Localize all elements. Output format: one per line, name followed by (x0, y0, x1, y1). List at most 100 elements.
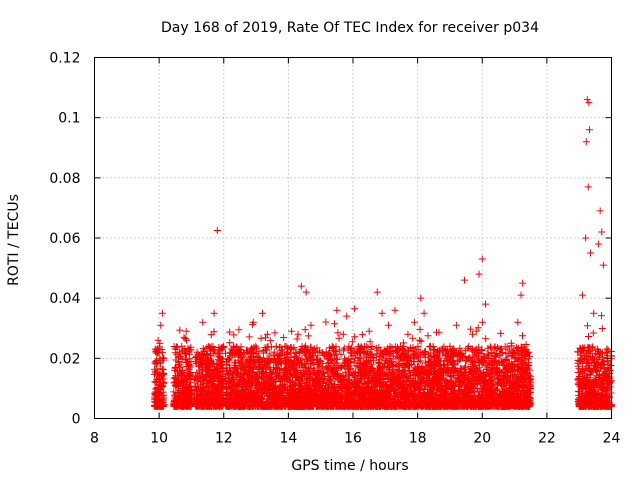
data-point (249, 348, 257, 356)
data-point (417, 294, 425, 302)
data-point (385, 321, 393, 329)
data-point (320, 369, 328, 377)
data-point (452, 321, 460, 329)
data-point (326, 351, 334, 359)
data-point (519, 279, 527, 287)
data-point (154, 369, 162, 377)
x-tick-label: 22 (538, 431, 556, 447)
data-point (404, 330, 412, 338)
data-point (271, 357, 279, 365)
data-point (259, 309, 267, 317)
data-point (297, 282, 305, 290)
data-point (481, 300, 489, 308)
data-point (313, 360, 321, 368)
x-tick-label: 20 (473, 431, 491, 447)
data-point (339, 330, 347, 338)
data-point (586, 126, 594, 134)
data-point (584, 183, 592, 191)
data-point (157, 321, 165, 329)
data-point (281, 342, 289, 350)
data-point (578, 291, 586, 299)
data-point (365, 327, 373, 335)
data-series-roti (152, 96, 614, 398)
data-point (598, 228, 606, 236)
data-point (523, 369, 531, 377)
data-point (373, 288, 381, 296)
data-point (582, 138, 590, 146)
data-point (239, 360, 247, 368)
data-point (183, 336, 191, 344)
x-tick-label: 16 (344, 431, 362, 447)
data-point (596, 207, 604, 215)
x-axis-label: GPS time / hours (291, 458, 408, 474)
x-tick-label: 12 (215, 431, 233, 447)
data-point (302, 288, 310, 296)
data-point (391, 306, 399, 314)
data-point (171, 381, 179, 389)
data-point (194, 372, 202, 380)
data-point (333, 306, 341, 314)
data-point (178, 342, 186, 350)
data-point (601, 348, 609, 356)
data-point (599, 261, 607, 269)
y-tick-label: 0.04 (49, 291, 80, 307)
data-point (517, 291, 525, 299)
y-tick-label: 0.06 (49, 231, 80, 247)
data-point (346, 357, 354, 365)
data-cloud-markers (150, 312, 615, 410)
data-point (213, 226, 221, 234)
data-point (217, 375, 225, 383)
data-point (488, 348, 496, 356)
data-point (152, 390, 160, 398)
data-point (186, 387, 194, 395)
data-point (218, 357, 226, 365)
data-point (155, 348, 163, 356)
data-point (604, 360, 612, 368)
data-point (263, 330, 271, 338)
x-tick-label: 18 (409, 431, 427, 447)
data-point (575, 378, 583, 386)
data-point (590, 309, 598, 317)
y-tick-label: 0.12 (49, 51, 80, 67)
data-point (307, 321, 315, 329)
data-point (397, 351, 405, 359)
data-point (160, 378, 168, 386)
y-tick-label: 0.1 (58, 111, 80, 127)
chart-title: Day 168 of 2019, Rate Of TEC Index for r… (161, 20, 539, 36)
grid (94, 57, 612, 419)
data-point (294, 330, 302, 338)
y-tick-label: 0.02 (49, 351, 80, 367)
data-point (586, 249, 594, 257)
data-point (433, 348, 441, 356)
tick-labels: 8 10 12 14 16 18 20 22 24 0 0.02 0.04 0.06 0.08 0.1 0.1… (49, 51, 620, 447)
data-point (460, 276, 468, 284)
data-cloud (150, 312, 615, 410)
x-tick-label: 24 (603, 431, 621, 447)
x-tick-label: 8 (90, 431, 99, 447)
data-point (439, 360, 447, 368)
data-point (475, 270, 483, 278)
data-point (514, 318, 522, 326)
data-point (420, 309, 428, 317)
data-point (446, 342, 454, 350)
data-point (199, 318, 207, 326)
x-tick-label: 14 (279, 431, 297, 447)
data-point (226, 378, 234, 386)
data-point (507, 339, 515, 347)
data-point (351, 305, 359, 313)
data-point (469, 330, 477, 338)
data-point (175, 360, 183, 368)
data-point (582, 234, 590, 242)
data-point (288, 327, 296, 335)
x-tick-label: 10 (150, 431, 168, 447)
data-point (355, 348, 363, 356)
y-tick-label: 0.08 (49, 171, 80, 187)
data-point (204, 351, 212, 359)
data-point (427, 342, 435, 350)
data-point (210, 309, 218, 317)
data-point (410, 318, 418, 326)
axis-ticks (94, 57, 612, 419)
data-point (583, 96, 591, 104)
data-point (378, 309, 386, 317)
